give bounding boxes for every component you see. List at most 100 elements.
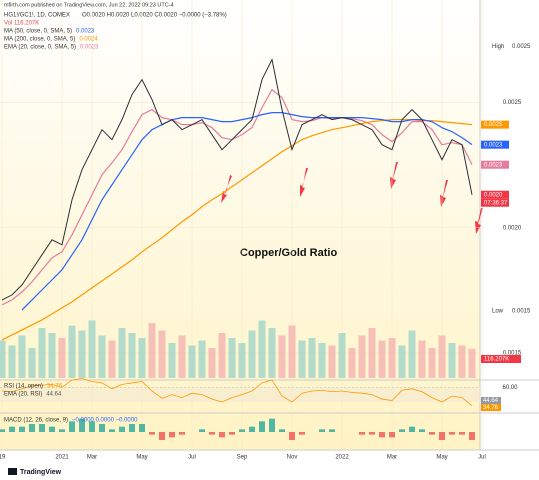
macd-bar bbox=[9, 426, 15, 432]
volume-bar bbox=[348, 348, 356, 378]
volume-bar bbox=[328, 345, 336, 378]
price-label: 0.0020 bbox=[484, 192, 503, 198]
macd-bar bbox=[229, 432, 235, 435]
x-tick-label: Jul bbox=[478, 455, 486, 461]
rsi-legend: RSI (14, open) bbox=[4, 384, 43, 390]
x-tick-label: 19 bbox=[0, 455, 6, 461]
macd-bar bbox=[399, 429, 405, 432]
x-tick-label: Sep bbox=[237, 455, 248, 461]
y-tick-label: 0.0015 bbox=[503, 351, 522, 357]
x-tick-label: Nov bbox=[287, 455, 298, 461]
macd-bar bbox=[429, 432, 435, 435]
volume-bar bbox=[18, 335, 26, 378]
volume-bar bbox=[138, 338, 146, 378]
macd-bar bbox=[379, 432, 385, 438]
volume-last-label: 116.207K bbox=[484, 357, 509, 363]
macd-bar bbox=[89, 421, 95, 432]
x-tick-label: 2021 bbox=[55, 455, 69, 461]
volume-bar bbox=[8, 345, 16, 378]
volume-bar bbox=[368, 328, 376, 378]
price-label-box bbox=[481, 190, 509, 199]
volume-bar bbox=[0, 340, 6, 378]
macd-bar bbox=[299, 432, 305, 435]
logo bbox=[8, 468, 17, 475]
x-tick-label: Jul bbox=[188, 455, 196, 461]
macd-bar bbox=[289, 432, 295, 440]
rsi-line bbox=[1, 378, 473, 407]
x-tick-label: 2022 bbox=[335, 455, 349, 461]
macd-bar bbox=[79, 418, 85, 432]
volume-bar bbox=[408, 330, 416, 378]
volume-bar bbox=[358, 335, 366, 378]
macd-bar bbox=[159, 432, 165, 440]
x-tick-label: Mar bbox=[87, 455, 97, 461]
macd-bar bbox=[29, 424, 35, 432]
high-value: 0.0025 bbox=[512, 44, 531, 50]
macd-bar bbox=[129, 424, 135, 432]
volume-bar bbox=[398, 345, 406, 378]
timer-box bbox=[481, 198, 509, 207]
macd-bar bbox=[459, 432, 465, 435]
volume-bar bbox=[438, 335, 446, 378]
macd-bar bbox=[449, 432, 455, 435]
macd-bar bbox=[369, 432, 375, 435]
macd-bar bbox=[19, 426, 25, 432]
series-line bbox=[1, 88, 473, 306]
macd-bar bbox=[419, 429, 425, 432]
macd-bar bbox=[319, 429, 325, 432]
macd-bar bbox=[219, 432, 225, 438]
rsi-ema-value: 44.64 bbox=[46, 392, 62, 398]
volume-bar bbox=[298, 340, 306, 378]
macd-bar bbox=[139, 424, 145, 432]
price-label-box bbox=[481, 120, 509, 129]
macd-bar bbox=[169, 432, 175, 438]
macd-bar bbox=[359, 432, 365, 435]
low-label: Low bbox=[492, 308, 504, 314]
x-tick-label: Mar bbox=[387, 455, 397, 461]
rsi-band bbox=[0, 387, 480, 402]
macd-bar bbox=[69, 421, 75, 432]
macd-bar bbox=[59, 429, 65, 432]
legend-name: EMA (20, close, 0, SMA, 5) bbox=[4, 45, 76, 51]
legend-value: 0.0023 bbox=[80, 45, 99, 51]
volume-bar bbox=[28, 348, 36, 378]
macd-bar bbox=[389, 432, 395, 438]
macd-bar bbox=[409, 426, 415, 432]
volume-bar bbox=[188, 345, 196, 378]
series-line bbox=[1, 119, 473, 341]
volume-bar bbox=[258, 320, 266, 378]
rsi-ema-legend: EMA (20, RSI) bbox=[4, 392, 42, 398]
volume-bar bbox=[418, 340, 426, 378]
volume-bar bbox=[278, 335, 286, 378]
volume-bar bbox=[428, 348, 436, 378]
volume-bar bbox=[228, 338, 236, 378]
timer: 07:36:37 bbox=[484, 200, 508, 206]
volume-bar bbox=[198, 340, 206, 378]
volume-bar bbox=[78, 330, 86, 378]
volume-bar bbox=[148, 323, 156, 378]
price-label: 0.0023 bbox=[484, 162, 503, 168]
volume-bar bbox=[68, 325, 76, 378]
macd-bar bbox=[469, 432, 475, 440]
rsi-box-label: 34.76 bbox=[483, 405, 499, 411]
legend-value: 0.0023 bbox=[76, 29, 95, 35]
volume-bar bbox=[238, 343, 246, 378]
series-line bbox=[1, 58, 473, 301]
macd-bar bbox=[239, 429, 245, 432]
macd-bar bbox=[329, 429, 335, 432]
y-tick-label: 0.0025 bbox=[503, 100, 522, 106]
macd-legend-values: −0.0000 0.0000 −0.0000 bbox=[72, 418, 138, 424]
rsi-ema-box-label: 44.64 bbox=[483, 398, 499, 404]
plot-background bbox=[0, 0, 480, 450]
volume-bar bbox=[268, 328, 276, 378]
volume-bar bbox=[308, 338, 316, 378]
brand: TradingView bbox=[20, 469, 62, 476]
macd-bar bbox=[49, 426, 55, 432]
volume-bar bbox=[158, 330, 166, 378]
price-label-box bbox=[481, 140, 509, 149]
rsi-legend-value: 34.76 bbox=[47, 384, 63, 390]
legend-value: 0.0024 bbox=[79, 37, 98, 43]
volume-bar bbox=[38, 328, 46, 378]
volume-bar bbox=[378, 340, 386, 378]
